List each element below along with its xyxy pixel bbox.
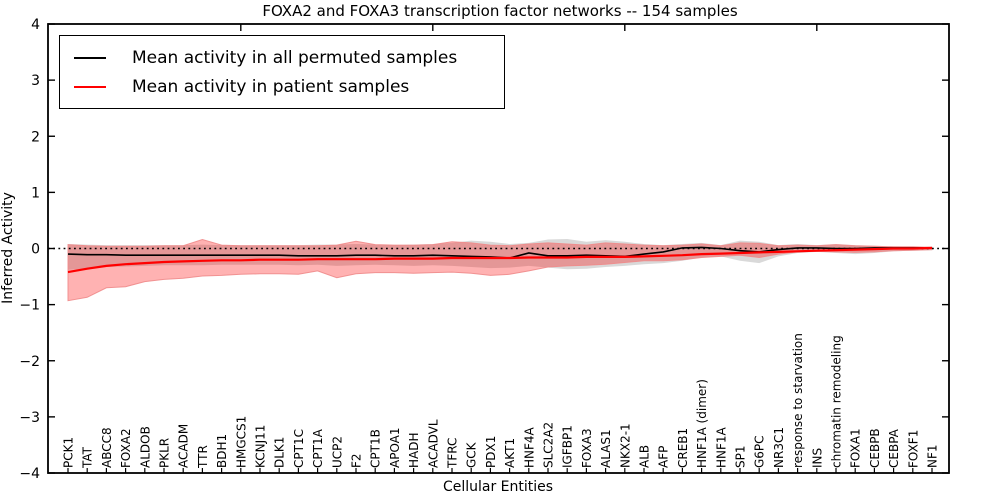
x-tick-label: response to starvation (791, 333, 805, 468)
x-tick-label: SP1 (734, 446, 748, 469)
chart-title: FOXA2 and FOXA3 transcription factor net… (262, 2, 738, 20)
x-tick-label: GCK (465, 441, 479, 468)
x-tick-label: ACADM (177, 424, 191, 468)
x-tick-label: CEBPA (887, 428, 901, 468)
legend-row-patient: Mean activity in patient samples (74, 72, 494, 101)
y-tick-label: 1 (31, 185, 40, 201)
x-tick-label: UCP2 (330, 436, 344, 468)
x-tick-label: APOA1 (388, 427, 402, 468)
x-tick-label: NF1 (926, 444, 940, 468)
x-tick-label: HNF1A (dimer) (695, 379, 709, 468)
x-tick-label: TFRC (446, 438, 460, 469)
x-tick-label: FOXA3 (580, 428, 594, 468)
x-tick-label: CEBPB (868, 428, 882, 468)
x-tick-label: DLK1 (273, 437, 287, 468)
x-tick-label: CREB1 (676, 428, 690, 468)
x-tick-label: NR3C1 (772, 427, 786, 468)
x-tick-label: HNF1A (714, 426, 728, 468)
x-tick-label: HADH (407, 433, 421, 469)
x-tick-label: ALB (638, 445, 652, 468)
y-tick-label: 2 (31, 129, 40, 145)
y-tick-label: 0 (31, 242, 40, 258)
y-tick-label: −4 (19, 466, 40, 482)
x-tick-label: INS (810, 448, 824, 468)
x-tick-label: IGFBP1 (561, 425, 575, 468)
x-tick-label: NKX2-1 (618, 423, 632, 468)
y-tick-label: −1 (19, 298, 40, 314)
x-tick-label: ABCC8 (100, 427, 114, 468)
permuted-band (68, 239, 932, 270)
x-tick-label: FOXF1 (906, 430, 920, 468)
legend-label: Mean activity in all permuted samples (132, 47, 458, 68)
x-tick-label: ACADVL (426, 419, 440, 468)
legend-label: Mean activity in patient samples (132, 76, 410, 97)
y-axis-label: Inferred Activity (0, 192, 16, 304)
x-tick-label: KCNJ11 (254, 425, 268, 468)
y-tick-label: −3 (19, 410, 40, 426)
x-tick-label: HMGCS1 (234, 416, 248, 468)
plot-area: 4 3 2 1 0 −1 −2 −3 −4 PCK1 TAT ABCC8 FOXA2 ALDOB PKLR A… (19, 17, 950, 482)
x-tick-label: HNF4A (522, 426, 536, 468)
legend: Mean activity in all permuted samples Me… (59, 35, 505, 109)
legend-line-sample-black (74, 56, 106, 59)
x-tick-label: BDH1 (215, 434, 229, 468)
legend-line-sample-red (74, 85, 106, 88)
y-tick-label: 4 (31, 17, 40, 33)
x-tick-label: CPT1B (369, 429, 383, 468)
x-tick-label: CPT1C (292, 429, 306, 468)
x-tick-label: AKT1 (503, 438, 517, 468)
x-tick-label: TTR (196, 445, 210, 469)
x-tick-label: AFP (657, 446, 671, 468)
x-tick-label: ALAS1 (599, 429, 613, 468)
x-tick-label: PDX1 (484, 436, 498, 468)
x-tick-label: SLC2A2 (542, 422, 556, 468)
patient-mean-line (67, 246, 933, 274)
x-tick-label: chromatin remodeling (830, 335, 844, 468)
x-tick-label: PKLR (158, 438, 172, 468)
x-tick-label: CPT1A (311, 428, 325, 468)
legend-row-permuted: Mean activity in all permuted samples (74, 43, 494, 72)
x-tick-label: TAT (81, 446, 95, 469)
y-tick-label: −2 (19, 354, 40, 370)
x-tick-label: F2 (350, 453, 364, 468)
x-tick-label: PCK1 (62, 437, 76, 468)
x-axis-label: Cellular Entities (443, 479, 553, 495)
x-tick-label: G6PC (753, 435, 767, 468)
x-tick-label: ALDOB (138, 426, 152, 468)
x-tick-label: FOXA1 (849, 428, 863, 468)
x-tick-label: FOXA2 (119, 428, 133, 468)
y-tick-label: 3 (31, 73, 40, 89)
